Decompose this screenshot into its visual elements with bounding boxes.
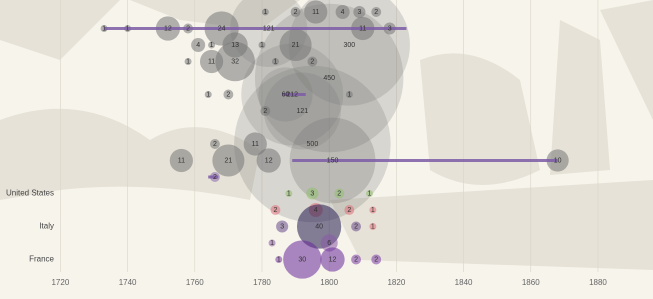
x-tick-label: 1860 xyxy=(522,278,540,287)
bubble-label: 300 xyxy=(343,42,355,49)
bubble-label: 11 xyxy=(208,58,215,65)
bubble-label: 4 xyxy=(314,207,318,214)
x-tick-label: 1840 xyxy=(455,278,473,287)
x-tick-label: 1800 xyxy=(320,278,338,287)
bubble-label: 1 xyxy=(371,223,375,230)
bubble-label: 2 xyxy=(226,91,230,98)
bubble-label: 1 xyxy=(263,9,267,16)
y-tick-label: Italy xyxy=(39,222,54,231)
bubble-label: 1 xyxy=(371,207,375,214)
bubble-label: 3 xyxy=(357,9,361,16)
bubble-label: 1 xyxy=(347,91,351,98)
bubble-label: 212 xyxy=(286,91,298,98)
x-tick-label: 1880 xyxy=(589,278,607,287)
bubble-label: 12 xyxy=(164,25,172,32)
bubble-label: 2 xyxy=(354,256,358,263)
bubble-label: 2 xyxy=(374,9,378,16)
bubble-label: 500 xyxy=(307,141,319,148)
bubble-label: 2 xyxy=(337,190,341,197)
chart: 1720 1740 1760 1780 1800 1820 1840 1860 1880 Unit… xyxy=(0,0,653,299)
bubble-label: 121 xyxy=(296,108,308,115)
bubble-label: 1 xyxy=(277,256,281,263)
y-tick-label: United States xyxy=(6,189,54,198)
x-tick-label: 1780 xyxy=(253,278,271,287)
bubble-label: 1 xyxy=(270,240,274,247)
bubble-label: 1 xyxy=(273,58,277,65)
bubble-label: 30 xyxy=(298,256,306,263)
bubble-label: 2 xyxy=(294,9,298,16)
bubble-label: 10 xyxy=(554,157,562,164)
bubble-label: 40 xyxy=(315,223,323,230)
bubble-label: 11 xyxy=(312,9,319,16)
x-tick-label: 1740 xyxy=(119,278,137,287)
bubble-label: 2 xyxy=(273,207,277,214)
bubble-label: 11 xyxy=(178,157,185,164)
bubble-label: 1 xyxy=(186,58,190,65)
bubble-label: 21 xyxy=(224,157,232,164)
bubble-label: 12 xyxy=(265,157,273,164)
bubble-label: 11 xyxy=(359,25,366,32)
bubble-label: 24 xyxy=(218,25,226,32)
bubble-label: 2 xyxy=(354,223,358,230)
bubble-label: 1 xyxy=(206,91,210,98)
bubble-label: 1 xyxy=(102,25,106,32)
bubble-label: 121 xyxy=(263,25,275,32)
x-tick-label: 1720 xyxy=(51,278,69,287)
bubble-label: 12 xyxy=(329,256,337,263)
bubble-label: 150 xyxy=(327,157,339,164)
bubble-label: 450 xyxy=(323,75,335,82)
x-tick-label: 1820 xyxy=(387,278,405,287)
bubble-label: 2 xyxy=(347,207,351,214)
bubble-label: 1 xyxy=(287,190,291,197)
x-tick-label: 1760 xyxy=(186,278,204,287)
bubble-label: 1 xyxy=(126,25,130,32)
bubble-label: 6 xyxy=(327,240,331,247)
bubble-label: 11 xyxy=(252,141,259,148)
bubble-label: 4 xyxy=(341,9,345,16)
bubble-label: 1 xyxy=(210,42,214,49)
bubble-label: 4 xyxy=(196,42,200,49)
bubble-label: 2 xyxy=(310,58,314,65)
bubble-label: 32 xyxy=(231,58,239,65)
bubble-label: 21 xyxy=(292,42,300,49)
bubble-label: 13 xyxy=(231,42,239,49)
bubble-label: 3 xyxy=(388,25,392,32)
bubble-label: 1 xyxy=(260,42,264,49)
bubble-label: 2 xyxy=(263,108,267,115)
bubble-label: 3 xyxy=(310,190,314,197)
bubble-label: 2 xyxy=(213,174,217,181)
bubble-label: 3 xyxy=(280,223,284,230)
bubble-label: 2 xyxy=(213,141,217,148)
y-tick-label: France xyxy=(29,255,54,264)
bubble-label: 2 xyxy=(374,256,378,263)
bubble-label: 1 xyxy=(368,190,372,197)
bubble-label: 2 xyxy=(186,25,190,32)
